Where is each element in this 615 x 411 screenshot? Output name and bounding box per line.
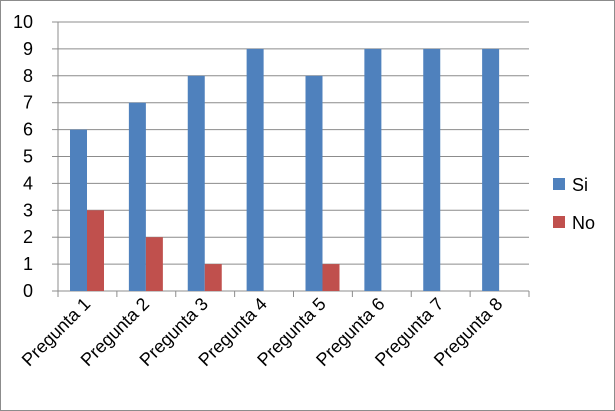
y-tick-label: 8: [23, 66, 33, 86]
legend: Si No: [553, 175, 595, 233]
gridlines: [58, 21, 529, 265]
bar-si-8: [482, 48, 500, 292]
bar-si-2: [128, 102, 146, 291]
bar-si-5: [305, 75, 323, 291]
bar-no-1: [87, 210, 104, 291]
y-tick-label: 0: [23, 281, 33, 301]
bar-no-2: [145, 237, 163, 291]
legend-swatch-si: [553, 178, 565, 190]
y-tick-labels: 0 1 2 3 4 5 6 7 8 9 10: [13, 12, 33, 301]
bars: [70, 48, 500, 292]
legend-label-si: Si: [572, 175, 588, 195]
bar-si-7: [423, 48, 441, 292]
y-tick-label: 2: [23, 227, 33, 247]
bar-no-5: [322, 264, 340, 291]
y-tick-label: 7: [23, 93, 33, 113]
legend-swatch-no: [553, 216, 565, 228]
bar-si-1: [70, 129, 87, 291]
y-tick-label: 1: [23, 254, 33, 274]
y-tick-label: 5: [23, 147, 33, 167]
y-tick-label: 3: [23, 200, 33, 220]
bar-no-3: [204, 264, 222, 291]
y-tick-label: 9: [23, 39, 33, 59]
legend-label-no: No: [572, 213, 595, 233]
axes: [52, 21, 530, 297]
bar-si-3: [187, 75, 205, 291]
y-tick-label: 6: [23, 120, 33, 140]
bar-si-6: [364, 48, 382, 292]
y-tick-label: 4: [23, 173, 33, 193]
bar-si-4: [246, 48, 264, 292]
y-tick-label: 10: [13, 12, 33, 32]
